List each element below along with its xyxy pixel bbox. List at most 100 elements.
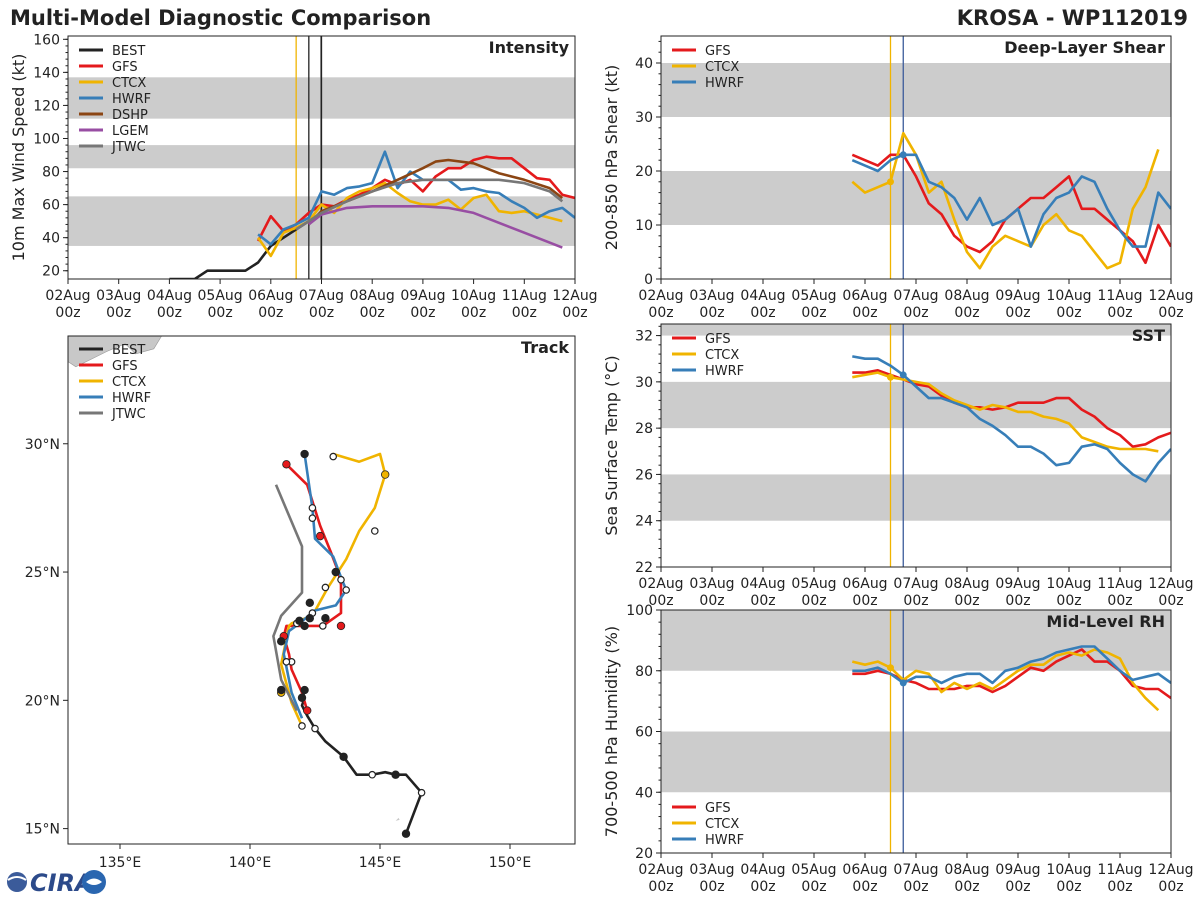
sst-xtick-hour: 00z bbox=[1056, 593, 1081, 609]
sst-plot-area bbox=[661, 324, 1171, 567]
track-marker bbox=[321, 614, 330, 623]
intensity-xtick-date: 11Aug bbox=[502, 288, 547, 304]
sst-ytick-label: 24 bbox=[635, 514, 653, 530]
intensity-legend-label-lgem: LGEM bbox=[112, 124, 149, 139]
track-marker bbox=[342, 586, 351, 594]
sst-legend-label-hwrf: HWRF bbox=[705, 364, 744, 379]
shear-xtick-hour: 00z bbox=[1005, 305, 1030, 321]
globe-swirl-icon bbox=[7, 876, 27, 881]
track-lat-label: 25°N bbox=[25, 565, 60, 581]
sst-xtick-date: 07Aug bbox=[893, 576, 938, 592]
track-marker bbox=[331, 567, 340, 577]
rh-xtick-date: 04Aug bbox=[740, 862, 785, 878]
rh-xtick-date: 02Aug bbox=[638, 862, 683, 878]
figure-title: Multi-Model Diagnostic Comparison bbox=[10, 6, 431, 30]
sst-band-1 bbox=[661, 381, 1171, 429]
shear-xtick-hour: 00z bbox=[801, 305, 826, 321]
panel-intensity: 2040608010012014016002Aug00z03Aug00z04Au… bbox=[9, 32, 598, 321]
shear-xtick-hour: 00z bbox=[954, 305, 979, 321]
track-lon-label: 135°E bbox=[99, 855, 142, 871]
shear-xtick-date: 06Aug bbox=[842, 288, 887, 304]
globe-icon bbox=[7, 872, 27, 892]
shear-xtick-date: 09Aug bbox=[995, 288, 1040, 304]
sst-xtick-hour: 00z bbox=[903, 593, 928, 609]
intensity-xtick-hour: 00z bbox=[258, 305, 283, 321]
track-frame bbox=[67, 335, 576, 845]
sst-xtick-hour: 00z bbox=[801, 593, 826, 609]
intensity-xtick-hour: 00z bbox=[562, 305, 587, 321]
track-marker bbox=[300, 621, 309, 631]
intensity-xtick-hour: 00z bbox=[309, 305, 334, 321]
track-marker bbox=[370, 527, 379, 535]
shear-legend-label-gfs: GFS bbox=[705, 44, 731, 59]
track-marker bbox=[282, 658, 291, 666]
rh-xtick-date: 09Aug bbox=[995, 862, 1040, 878]
sst-ctcx-init-marker bbox=[887, 373, 894, 381]
shear-xtick-hour: 00z bbox=[699, 305, 724, 321]
sst-xtick-hour: 00z bbox=[1005, 593, 1030, 609]
cira-logo: CIRA bbox=[7, 869, 106, 897]
track-lat-label: 20°N bbox=[25, 693, 60, 709]
rh-xtick-hour: 00z bbox=[903, 879, 928, 895]
rh-legend-label-ctcx: CTCX bbox=[705, 817, 739, 832]
track-marker bbox=[303, 706, 312, 715]
track-marker bbox=[337, 575, 345, 584]
track-marker bbox=[297, 693, 307, 702]
rh-xtick-hour: 00z bbox=[699, 879, 724, 895]
track-marker bbox=[277, 637, 286, 646]
track-series-ctcx bbox=[279, 452, 387, 727]
rh-xtick-date: 05Aug bbox=[791, 862, 836, 878]
track-marker bbox=[308, 514, 317, 522]
panel-rh: 2040608010002Aug00z03Aug00z04Aug00z05Aug… bbox=[602, 603, 1194, 895]
track-series-best bbox=[300, 689, 423, 835]
intensity-xtick-hour: 00z bbox=[106, 305, 131, 321]
intensity-legend-label-jtwc: JTWC bbox=[111, 140, 146, 155]
rh-ytick-label: 20 bbox=[635, 846, 653, 862]
sst-xtick-date: 05Aug bbox=[791, 576, 836, 592]
shear-xtick-hour: 00z bbox=[750, 305, 775, 321]
rh-xtick-hour: 00z bbox=[648, 879, 673, 895]
track-marker bbox=[300, 449, 309, 459]
sst-xtick-date: 09Aug bbox=[995, 576, 1040, 592]
intensity-xtick-date: 02Aug bbox=[45, 288, 90, 304]
sst-xtick-date: 06Aug bbox=[842, 576, 887, 592]
sst-xtick-hour: 00z bbox=[852, 593, 877, 609]
track-lat-label: 30°N bbox=[25, 437, 60, 453]
rh-xtick-hour: 00z bbox=[954, 879, 979, 895]
intensity-xtick-hour: 00z bbox=[410, 305, 435, 321]
rh-ytick-label: 100 bbox=[626, 603, 653, 619]
sst-xtick-date: 02Aug bbox=[638, 576, 683, 592]
shear-xtick-date: 12Aug bbox=[1148, 288, 1193, 304]
intensity-xtick-date: 10Aug bbox=[451, 288, 496, 304]
intensity-title: Intensity bbox=[489, 38, 570, 57]
rh-title: Mid-Level RH bbox=[1046, 612, 1165, 631]
shear-ylabel: 200-850 hPa Shear (kt) bbox=[602, 65, 621, 251]
intensity-xtick-date: 09Aug bbox=[400, 288, 445, 304]
shear-hwrf-init-marker bbox=[899, 151, 907, 159]
shear-ytick-label: 30 bbox=[635, 110, 653, 126]
shear-series-ctcx bbox=[851, 131, 1160, 270]
track-lon-label: 145°E bbox=[359, 855, 402, 871]
rh-xtick-hour: 00z bbox=[1056, 879, 1081, 895]
shear-ctcx-init-marker bbox=[887, 178, 894, 186]
track-marker bbox=[368, 770, 377, 779]
track-marker bbox=[295, 616, 304, 625]
track-legend-label-gfs: GFS bbox=[112, 359, 138, 374]
rh-ctcx-init-marker bbox=[887, 664, 894, 672]
rh-xtick-date: 08Aug bbox=[944, 862, 989, 878]
sst-band-2 bbox=[661, 324, 1171, 336]
rh-xtick-date: 07Aug bbox=[893, 862, 938, 878]
track-series-hwrf bbox=[282, 453, 348, 719]
shear-xtick-date: 05Aug bbox=[791, 288, 836, 304]
rh-xtick-date: 11Aug bbox=[1097, 862, 1142, 878]
shear-xtick-date: 02Aug bbox=[638, 288, 683, 304]
shear-legend-label-ctcx: CTCX bbox=[705, 60, 739, 75]
land-japan bbox=[68, 336, 162, 368]
intensity-xtick-date: 07Aug bbox=[299, 288, 344, 304]
shear-xtick-hour: 00z bbox=[852, 305, 877, 321]
rh-ytick-label: 40 bbox=[635, 785, 653, 801]
track-lon-label: 140°E bbox=[229, 855, 272, 871]
sst-xtick-date: 11Aug bbox=[1097, 576, 1142, 592]
shear-xtick-hour: 00z bbox=[648, 305, 673, 321]
rh-xtick-hour: 00z bbox=[1107, 879, 1132, 895]
